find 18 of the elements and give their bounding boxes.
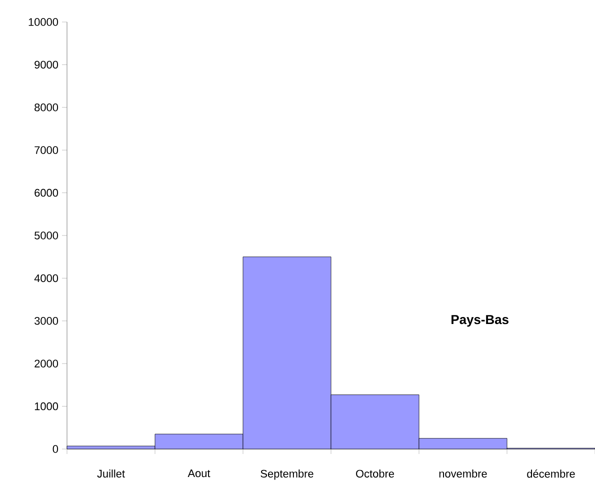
y-tick-label: 1000 xyxy=(34,402,58,410)
y-tick-label: 8000 xyxy=(34,104,58,112)
y-tick-label: 0 xyxy=(52,445,58,453)
x-tick-label: Octobre xyxy=(356,470,394,478)
y-tick-label: 4000 xyxy=(34,274,58,282)
x-tick-label: Aout xyxy=(188,470,210,478)
y-tick-label: 7000 xyxy=(34,146,58,154)
y-tick-label: 6000 xyxy=(34,188,58,197)
y-tick-label: 5000 xyxy=(34,232,58,240)
annotation: Pays-Bas xyxy=(452,315,508,327)
y-tick-label: 3000 xyxy=(34,317,58,325)
y-tick-label: 9000 xyxy=(34,60,58,69)
y-tick-label: 10000 xyxy=(28,18,58,26)
x-tick-label: décembre xyxy=(527,470,575,478)
x-tick-label: novembre xyxy=(439,470,487,478)
x-tick-label: Septembre xyxy=(260,470,314,480)
x-tick-label: Juillet xyxy=(97,470,125,478)
y-tick-label: 2000 xyxy=(34,360,58,368)
